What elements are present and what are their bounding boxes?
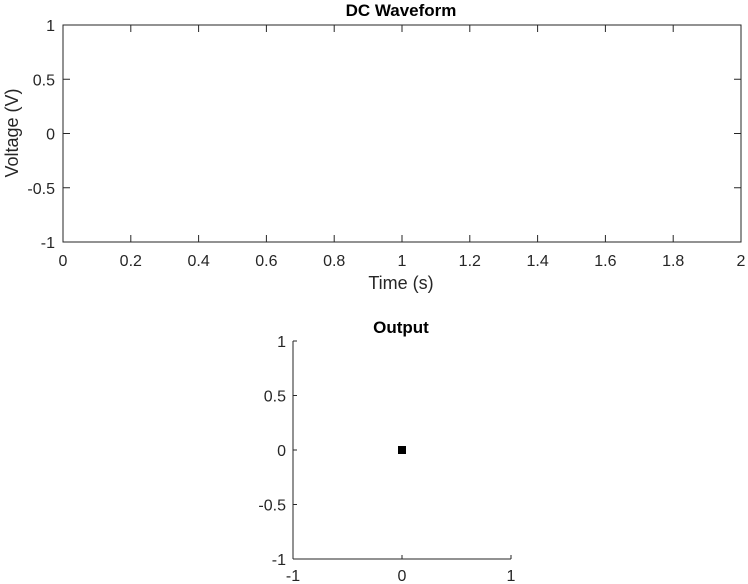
chart-title: Output — [373, 318, 429, 337]
dc-waveform-chart: DC Waveform 0 0.2 0.4 0.6 0.8 1 1.2 1.4 1.6 1.8 2 … — [2, 1, 746, 293]
plot-area-box — [62, 24, 742, 243]
x-tick-label: 0 — [59, 253, 68, 270]
x-tick-label: 0.8 — [323, 253, 345, 270]
chart-title: DC Waveform — [346, 1, 457, 20]
y-tick-label: -1 — [272, 552, 286, 569]
x-tick-label: 0.6 — [255, 253, 277, 270]
x-tick-label: 1 — [507, 568, 516, 584]
x-tick-label: -1 — [286, 568, 300, 584]
output-chart: Output -1 0 1 -1 -0.5 0 0.5 1 — [258, 318, 515, 584]
data-point-marker — [398, 446, 406, 454]
x-tick-label: 0 — [398, 568, 407, 584]
y-tick-label: -0.5 — [258, 498, 286, 515]
x-tick-label: 1.6 — [594, 253, 616, 270]
x-axis-label: Time (s) — [368, 273, 433, 293]
x-tick-label: 0.2 — [120, 253, 142, 270]
x-tick-label: 1 — [398, 253, 407, 270]
y-tick-label: 0 — [277, 443, 286, 460]
y-tick-label: -1 — [41, 235, 55, 252]
y-tick-label: 0.5 — [264, 389, 286, 406]
y-tick-label: -0.5 — [27, 181, 55, 198]
x-tick-label: 1.8 — [662, 253, 684, 270]
x-tick-label: 1.2 — [459, 253, 481, 270]
y-tick-label: 0.5 — [33, 72, 55, 89]
x-tick-label: 2 — [737, 253, 746, 270]
y-axis-label: Voltage (V) — [2, 88, 22, 177]
x-tick-label: 1.4 — [526, 253, 548, 270]
x-tick-label: 0.4 — [187, 253, 209, 270]
y-tick-label: 1 — [46, 18, 55, 35]
y-tick-label: 0 — [46, 127, 55, 144]
y-tick-label: 1 — [277, 334, 286, 351]
